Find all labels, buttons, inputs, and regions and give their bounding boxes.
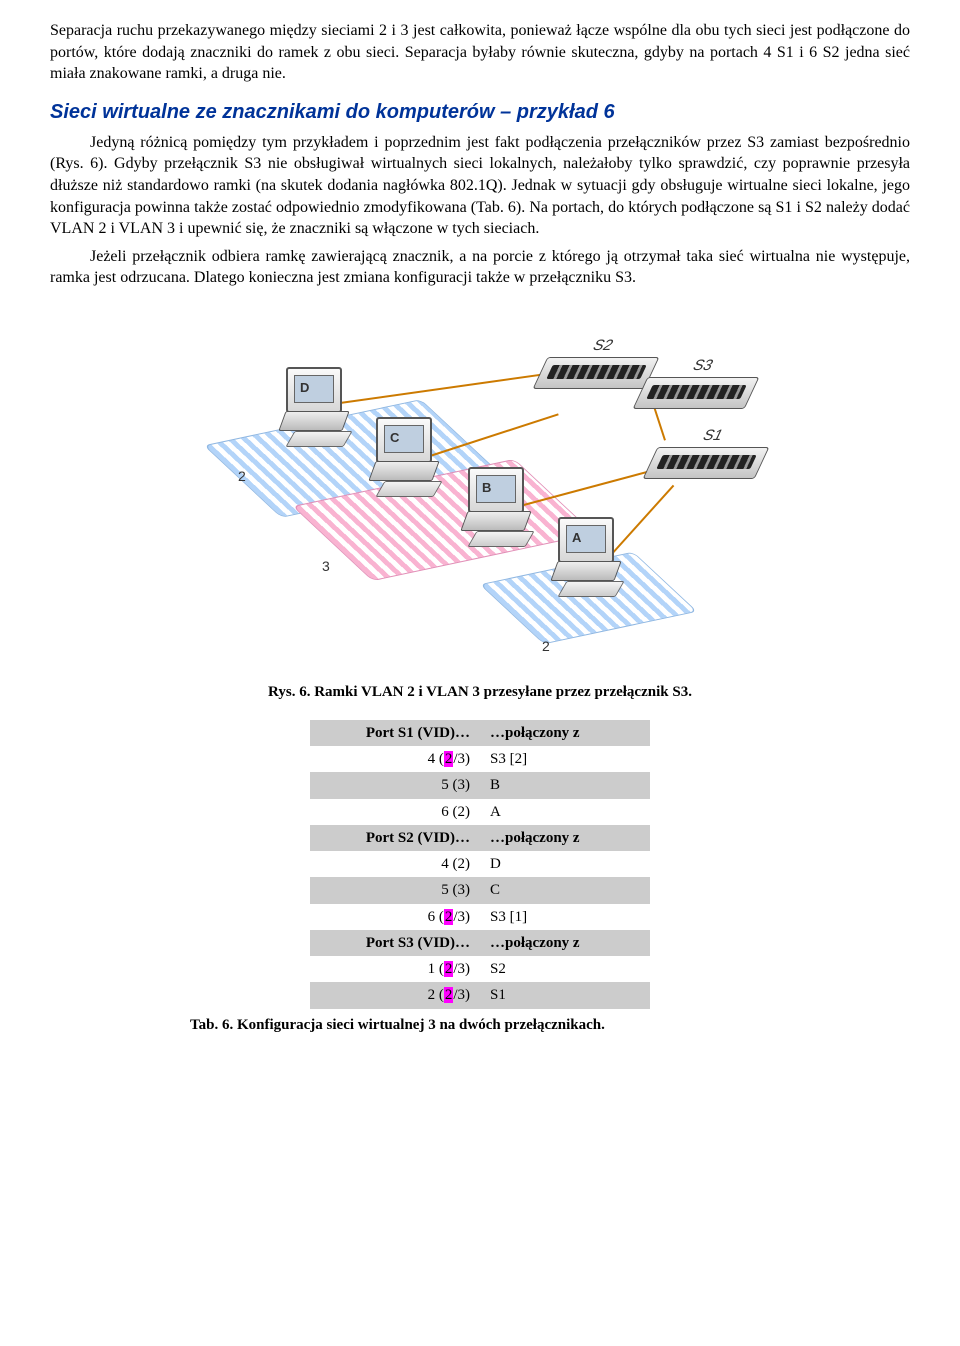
table-cell-port: 4 (2/3) (310, 746, 480, 772)
switch-s3: S3 (633, 377, 760, 409)
vlan-number-label: 2 (238, 467, 246, 486)
table-header-right: …połączony z (480, 720, 650, 746)
table-cell-conn: B (480, 772, 650, 798)
table-cell-conn: C (480, 877, 650, 903)
figure-6-caption: Rys. 6. Ramki VLAN 2 i VLAN 3 przesyłane… (50, 682, 910, 702)
switch-label: S2 (589, 336, 617, 356)
table-cell-conn: S2 (480, 956, 650, 982)
highlight: 2 (444, 909, 454, 925)
switch-s2: S2 (533, 357, 660, 389)
pc-d: D (280, 367, 352, 449)
pc-a: A (552, 517, 624, 599)
table-cell-conn: S1 (480, 982, 650, 1008)
switch-s1: S1 (643, 447, 770, 479)
paragraph-2: Jedyną różnicą pomiędzy tym przykładem i… (50, 132, 910, 240)
paragraph-1: Separacja ruchu przekazywanego między si… (50, 20, 910, 85)
switch-label: S1 (699, 426, 727, 446)
highlight: 2 (444, 961, 454, 977)
table-cell-port: 5 (3) (310, 877, 480, 903)
pc-b: B (462, 467, 534, 549)
table-cell-conn: D (480, 851, 650, 877)
table-cell-conn: S3 [2] (480, 746, 650, 772)
table-cell-conn: A (480, 799, 650, 825)
table-cell-port: 1 (2/3) (310, 956, 480, 982)
table-6-caption: Tab. 6. Konfiguracja sieci wirtualnej 3 … (190, 1015, 910, 1035)
table-cell-conn: S3 [1] (480, 904, 650, 930)
table-6: Port S1 (VID)……połączony z4 (2/3)S3 [2]5… (310, 720, 650, 1009)
table-header-right: …połączony z (480, 930, 650, 956)
table-header-right: …połączony z (480, 825, 650, 851)
table-header-left: Port S1 (VID)… (310, 720, 480, 746)
section-heading: Sieci wirtualne ze znacznikami do komput… (50, 99, 910, 126)
vlan-number-label: 2 (542, 637, 550, 656)
cable (340, 371, 563, 404)
table-cell-port: 6 (2/3) (310, 904, 480, 930)
table-cell-port: 6 (2) (310, 799, 480, 825)
highlight: 2 (444, 987, 454, 1003)
vlan-number-label: 3 (322, 557, 330, 576)
switch-label: S3 (689, 356, 717, 376)
table-cell-port: 4 (2) (310, 851, 480, 877)
paragraph-3: Jeżeli przełącznik odbiera ramkę zawiera… (50, 246, 910, 289)
table-header-left: Port S2 (VID)… (310, 825, 480, 851)
figure-6: S2S3S1DCBA232 (50, 307, 910, 674)
table-cell-port: 5 (3) (310, 772, 480, 798)
pc-c: C (370, 417, 442, 499)
table-header-left: Port S3 (VID)… (310, 930, 480, 956)
highlight: 2 (444, 751, 454, 767)
table-cell-port: 2 (2/3) (310, 982, 480, 1008)
